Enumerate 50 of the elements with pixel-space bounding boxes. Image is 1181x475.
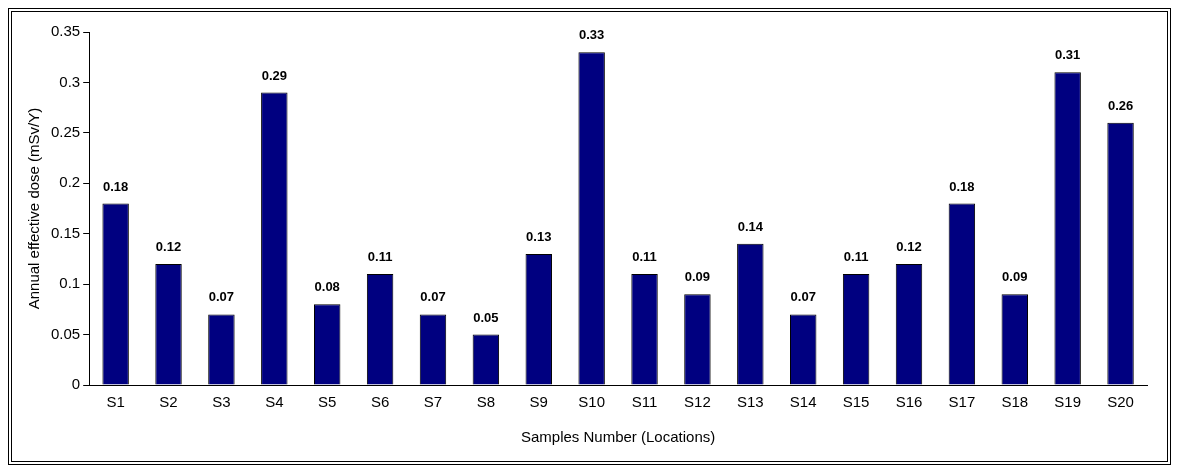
x-tick-label: S11 — [631, 393, 658, 411]
y-tick-label: 0.05 — [50, 324, 81, 342]
data-label: 0.05 — [473, 309, 499, 325]
y-tick-label: 0.35 — [50, 22, 81, 40]
x-tick-label: S6 — [370, 393, 390, 411]
data-label: 0.07 — [790, 289, 816, 305]
y-tick-label: 0.3 — [59, 72, 81, 90]
x-tick-label: S13 — [736, 393, 764, 411]
data-label: 0.33 — [579, 27, 605, 43]
x-tick-label: S9 — [529, 393, 548, 411]
x-tick-label: S20 — [1107, 393, 1134, 411]
x-tick-label: S12 — [684, 393, 711, 411]
data-label: 0.14 — [737, 218, 764, 234]
y-tick-label: 0.2 — [59, 173, 81, 191]
x-tick-label: S14 — [789, 393, 817, 411]
x-tick-label: S1 — [106, 393, 125, 411]
y-tick-label: 0 — [71, 375, 81, 393]
x-tick-label: S17 — [948, 393, 976, 411]
data-label: 0.07 — [420, 289, 446, 305]
data-label: 0.09 — [684, 269, 711, 285]
x-tick-label: S4 — [265, 393, 284, 411]
data-label: 0.07 — [208, 289, 235, 305]
data-label: 0.12 — [155, 239, 182, 255]
data-label: 0.31 — [1055, 47, 1081, 63]
data-label: 0.26 — [1107, 97, 1134, 113]
data-label: 0.18 — [102, 178, 129, 194]
data-label: 0.18 — [949, 178, 975, 194]
data-label: 0.08 — [314, 279, 340, 295]
x-tick-label: S3 — [212, 393, 231, 411]
x-tick-label: S7 — [423, 393, 443, 411]
x-tick-label: S8 — [476, 393, 496, 411]
y-tick-label: 0.1 — [59, 274, 81, 292]
data-label: 0.11 — [367, 249, 393, 265]
x-axis-title: Samples Number (Locations) — [520, 428, 716, 446]
data-label: 0.09 — [1002, 269, 1028, 285]
x-tick-label: S19 — [1054, 393, 1082, 411]
x-tick-label: S16 — [895, 393, 923, 411]
y-tick-label: 0.15 — [50, 223, 81, 241]
data-label: 0.11 — [843, 249, 869, 265]
y-tick-label: 0.25 — [50, 123, 81, 140]
data-label: 0.13 — [526, 228, 552, 244]
x-tick-label: S18 — [1001, 393, 1029, 411]
data-label: 0.12 — [896, 239, 922, 255]
x-tick-label: S2 — [159, 393, 178, 411]
data-label: 0.11 — [632, 249, 657, 265]
x-tick-label: S5 — [318, 393, 337, 411]
x-tick-label: S15 — [842, 393, 870, 411]
y-axis-title: Annual effective dose (mSv/Y) — [25, 107, 43, 310]
x-tick-label: S10 — [578, 393, 605, 411]
data-label: 0.29 — [261, 67, 287, 83]
